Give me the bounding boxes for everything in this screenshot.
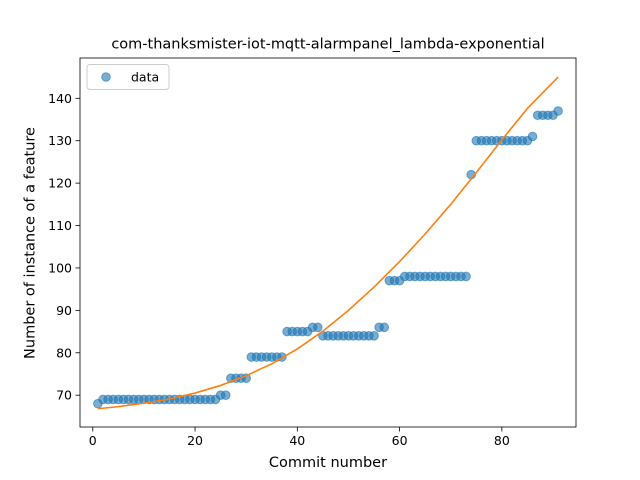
data-point-85 (527, 131, 538, 142)
data-point-72 (461, 271, 471, 282)
x-tick-label-4: 80 (494, 433, 510, 448)
data-point-25 (220, 390, 231, 400)
legend-box (86, 64, 170, 90)
plot-area: 0 20 40 60 80 70 80 90 100 110 120 130 140 data (48, 57, 577, 448)
data-point-90 (553, 106, 563, 116)
x-tick-label-2: 40 (289, 433, 305, 448)
x-tick-label-3: 60 (392, 433, 408, 448)
y-tick-label-7: 140 (48, 91, 72, 106)
y-tick-label-2: 90 (56, 303, 72, 318)
legend-marker-data (101, 72, 111, 82)
y-axis-label: Number of instance of a feature (23, 127, 39, 359)
y-tick-label-0: 70 (56, 388, 72, 403)
y-tick-label-5: 120 (48, 176, 72, 191)
data-point-54 (369, 331, 379, 341)
y-tick-label-1: 80 (56, 345, 72, 360)
y-tick-label-4: 110 (48, 218, 72, 233)
x-tick-label-1: 20 (187, 433, 203, 448)
legend-label-data: data (131, 70, 159, 85)
data-point-43 (312, 322, 323, 333)
y-tick-label-3: 100 (48, 260, 72, 275)
data-point-56 (379, 322, 390, 333)
fit-line (97, 76, 559, 410)
chart-title: com-thanksmister-iot-mqtt-alarmpanel_lam… (111, 37, 544, 53)
x-axis-label: Commit number (269, 455, 387, 471)
x-tick-label-0: 0 (89, 433, 97, 448)
axes-frame (79, 57, 577, 428)
y-tick-label-6: 130 (48, 133, 72, 148)
